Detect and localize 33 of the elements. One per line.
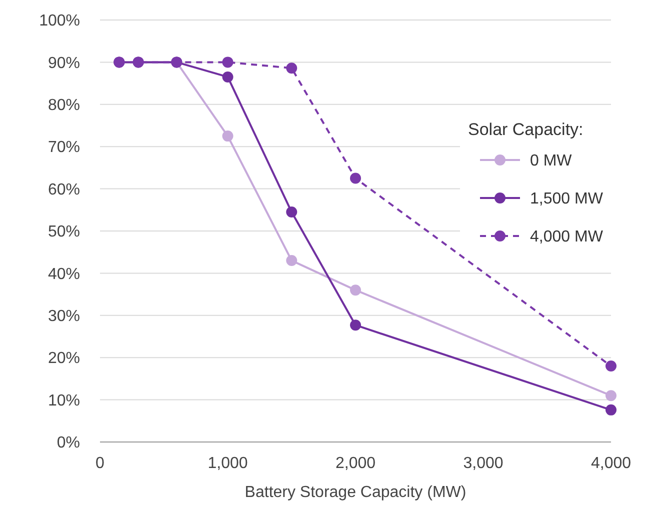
y-tick-label: 100% [39,12,80,30]
point [286,206,298,218]
point [286,255,298,266]
x-tick-label: 4,000 [590,455,632,472]
x-tick-label: 1,000 [208,455,248,472]
point [222,56,234,68]
point [606,360,616,372]
point [286,62,298,74]
legend-label: 1,500 MW [530,190,604,208]
point [606,404,616,416]
point [350,320,361,331]
y-tick-label: 10% [48,392,80,410]
y-tick-label: 60% [48,181,80,198]
y-tick-label: 20% [48,350,80,368]
y-tick-label: 0% [56,434,80,452]
point [350,172,361,184]
point [606,390,616,402]
y-tick-label: 80% [48,97,80,114]
y-tick-label: 70% [48,139,80,156]
point [222,130,234,142]
y-tick-label: 40% [48,266,80,283]
legend-label: 0 MW [530,152,573,170]
y-tick-label: 30% [48,308,80,325]
point [350,284,361,296]
x-tick-label: 0 [96,455,105,472]
x-axis-title: Battery Storage Capacity (MW) [244,484,466,501]
y-tick-label: 50% [48,224,80,241]
y-tick-label: 90% [48,54,80,72]
x-tick-label: 3,000 [463,455,504,472]
legend-title: Solar Capacity: [468,120,584,139]
x-tick-label: 2,000 [335,455,376,472]
point [222,71,234,82]
legend-label: 4,000 MW [530,228,604,246]
